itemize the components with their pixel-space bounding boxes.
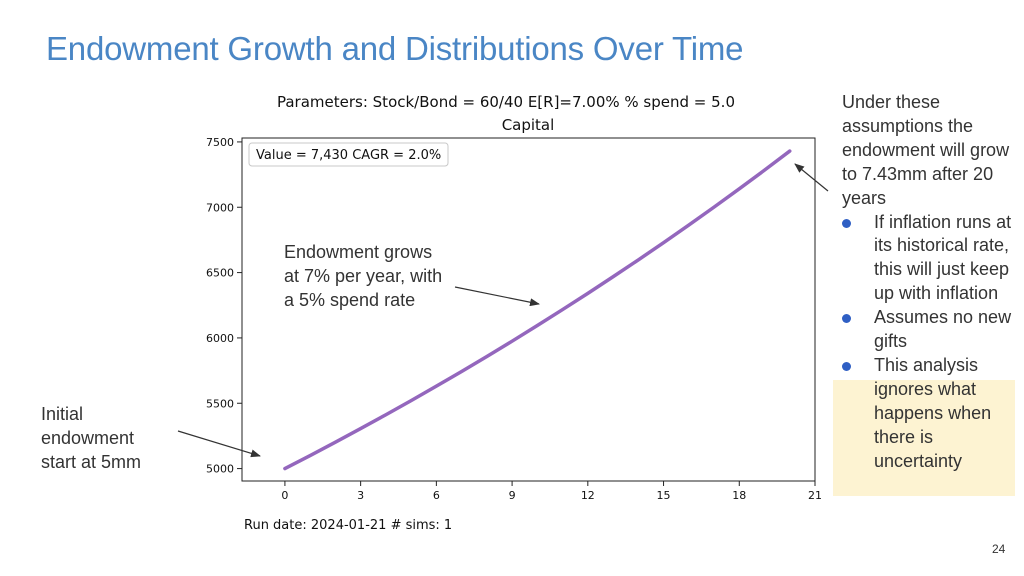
data-point — [637, 258, 640, 262]
bullet-text: This analysis ignores what happens when … — [874, 354, 992, 471]
side-intro: Under these assumptions the endowment wi… — [842, 92, 1010, 208]
bullet-list: If inflation runs at its historical rate… — [842, 211, 1022, 474]
y-tick-label: 5000 — [206, 463, 234, 476]
chart-footer: Run date: 2024-01-21 # sims: 1 — [244, 518, 452, 533]
bullet-text: If inflation runs at its historical rate… — [874, 211, 1012, 304]
highlight-box — [833, 380, 1015, 496]
plot-frame — [241, 137, 816, 482]
x-tick-label: 18 — [732, 489, 746, 502]
data-point — [359, 427, 362, 430]
x-tick-label: 15 — [657, 489, 671, 502]
page-number: 24 — [992, 542, 1006, 556]
bullet-uncertainty: This analysis ignores what happens when … — [842, 354, 1022, 474]
bullet-inflation: If inflation runs at its historical rate… — [842, 211, 1022, 307]
annotation-text: Value = 7,430 CAGR = 2.0% — [256, 148, 441, 163]
data-point — [561, 308, 564, 311]
x-tick-label: 21 — [808, 489, 822, 502]
chart-suptitle: Parameters: Stock/Bond = 60/40 E[R]=7.00… — [277, 93, 735, 111]
data-point — [763, 168, 766, 172]
chart-canvas: Parameters: Stock/Bond = 60/40 E[R]=7.00… — [206, 93, 822, 533]
bullet-no-gifts: Assumes no new gifts — [842, 306, 1022, 354]
data-point — [384, 413, 388, 416]
capital-chart: Parameters: Stock/Bond = 60/40 E[R]=7.00… — [190, 88, 830, 538]
y-tick-label: 7500 — [206, 136, 234, 149]
slide-title: Endowment Growth and Distributions Over … — [46, 30, 744, 67]
series-layer — [283, 149, 792, 471]
data-point — [662, 241, 665, 244]
data-point — [485, 355, 489, 358]
x-tick-label: 9 — [509, 489, 516, 502]
x-tick-label: 6 — [433, 489, 440, 502]
data-point — [334, 440, 337, 444]
x-tick-label: 0 — [281, 489, 288, 502]
data-point — [409, 399, 413, 402]
data-point — [460, 370, 463, 373]
data-point — [283, 467, 287, 470]
y-axis: 5000 5500 6000 6500 7000 7500 — [206, 136, 242, 476]
bullet-dot-icon — [842, 218, 851, 228]
data-point — [687, 223, 690, 227]
initial-callout: Initial endowment start at 5mm — [41, 404, 142, 472]
data-point — [738, 187, 741, 191]
chart-title: Capital — [502, 116, 555, 134]
annotation-box: Value = 7,430 CAGR = 2.0% — [248, 142, 449, 167]
side-panel: Under these assumptions the endowment wi… — [842, 91, 1022, 474]
x-axis: 0 3 6 9 12 15 18 21 — [281, 481, 822, 502]
x-tick-label: 12 — [581, 489, 595, 502]
x-tick-label: 3 — [357, 489, 364, 502]
data-point — [435, 384, 438, 388]
y-tick-label: 6000 — [206, 332, 234, 345]
data-point — [788, 149, 791, 153]
data-point — [536, 324, 539, 327]
bullet-dot-icon — [842, 361, 851, 371]
bullet-text: Assumes no new gifts — [874, 307, 1012, 352]
y-tick-label: 7000 — [206, 201, 234, 214]
data-point — [308, 454, 312, 457]
data-point — [586, 292, 590, 295]
y-tick-label: 5500 — [206, 397, 234, 410]
data-point — [510, 339, 514, 343]
data-point — [611, 275, 615, 278]
growth-callout: Endowment grows at 7% per year, with a 5… — [284, 242, 443, 310]
bullet-dot-icon — [842, 314, 851, 324]
y-tick-label: 6500 — [206, 267, 234, 280]
data-point — [712, 205, 716, 209]
